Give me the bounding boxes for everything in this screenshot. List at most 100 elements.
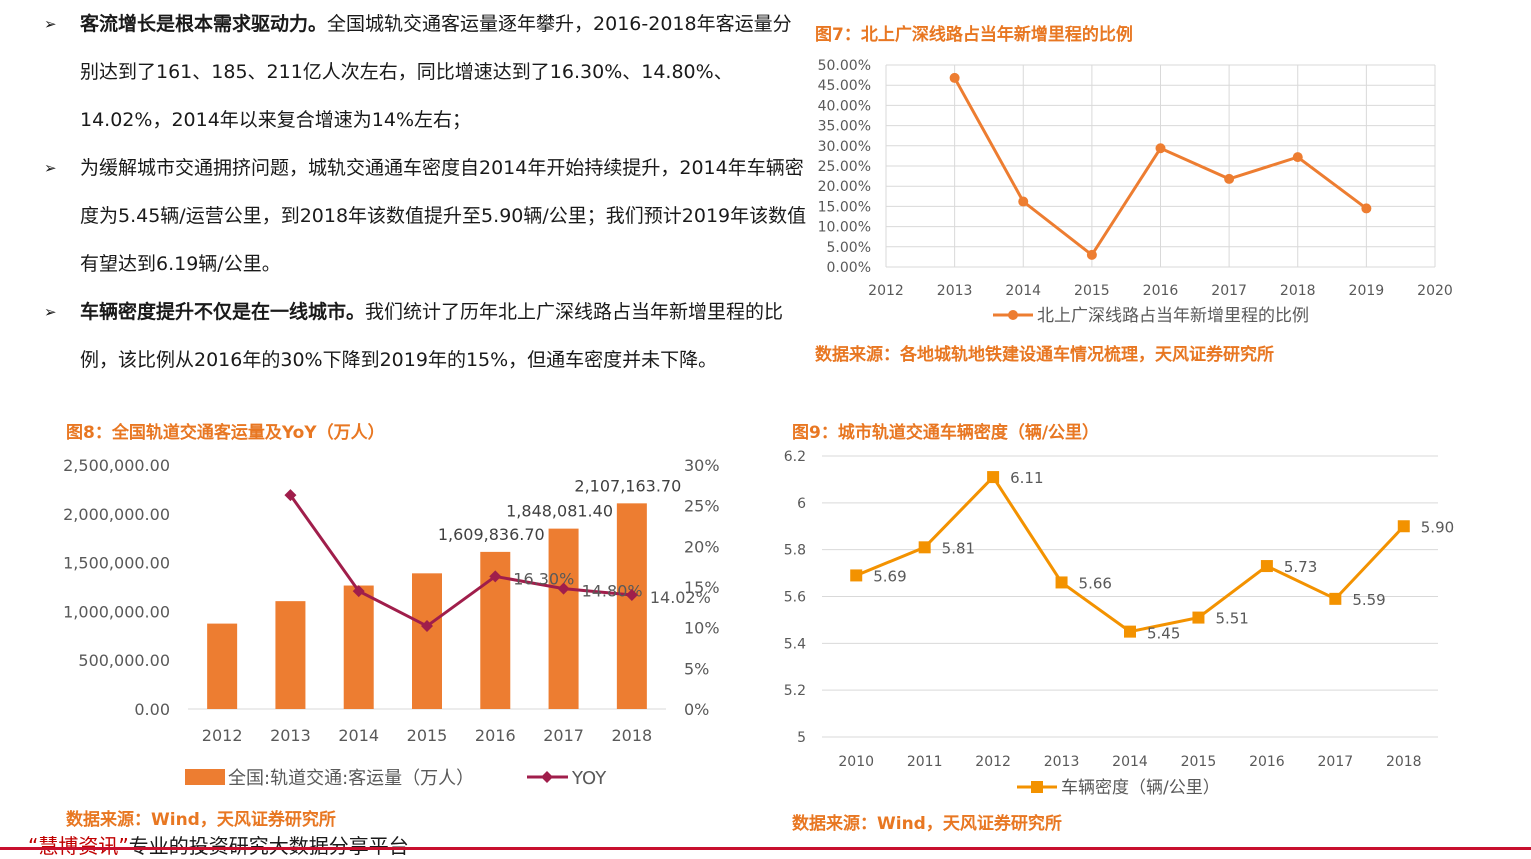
data-label: 5.73 — [1284, 558, 1317, 576]
y2-tick-label: 0% — [684, 700, 709, 719]
y-tick-label: 2,500,000.00 — [63, 456, 170, 475]
data-label: 5.66 — [1079, 574, 1112, 592]
footer-brand: “慧博资讯” — [28, 834, 129, 858]
bullet-item-1: ➢ 客流增长是根本需求驱动力。全国城轨交通客运量逐年攀升，2016-2018年客… — [40, 0, 810, 144]
y-tick-label: 5.6 — [784, 590, 806, 606]
y-tick-label: 0.00 — [134, 700, 170, 719]
y-tick-label: 5.4 — [784, 636, 806, 652]
x-tick-label: 2020 — [1417, 283, 1453, 299]
footer-text: 专业的投资研究大数据分享平台 — [128, 834, 409, 858]
yoy-data-label: 16.30% — [513, 569, 574, 588]
legend-label: YOY — [571, 768, 607, 789]
x-tick-label: 2015 — [1074, 283, 1110, 299]
y-tick-label: 15.00% — [818, 199, 871, 215]
data-label: 5.90 — [1421, 518, 1454, 536]
bullet-arrow-icon: ➢ — [44, 15, 57, 33]
x-tick-label: 2013 — [270, 726, 311, 745]
x-tick-label: 2011 — [907, 754, 943, 770]
y-tick-label: 25.00% — [818, 159, 871, 175]
fig9-caption: 图9：城市轨道交通车辆密度（辆/公里） — [792, 423, 1100, 443]
x-tick-label: 2013 — [1044, 754, 1080, 770]
data-point — [1192, 611, 1205, 624]
x-tick-label: 2015 — [1181, 754, 1217, 770]
data-label: 6.11 — [1010, 469, 1043, 487]
bullet-bold: 客流增长是根本需求驱动力。 — [80, 13, 328, 35]
data-label: 5.45 — [1147, 625, 1180, 643]
series-line — [855, 474, 1405, 634]
x-tick-label: 2018 — [611, 726, 652, 745]
y-tick-label: 5.8 — [784, 543, 806, 559]
y-tick-label: 5.2 — [784, 683, 806, 699]
data-point — [1361, 203, 1372, 214]
y2-tick-label: 5% — [684, 659, 709, 678]
bar-data-label: 2,107,163.70 — [574, 476, 681, 495]
data-point — [1329, 592, 1342, 605]
y-tick-label: 45.00% — [818, 78, 871, 94]
y-tick-label: 0.00% — [827, 260, 871, 276]
y-tick-label: 10.00% — [818, 220, 871, 236]
data-point — [1055, 576, 1068, 589]
fig8-caption: 图8：全国轨道交通客运量及YoY（万人） — [66, 423, 385, 443]
bar — [616, 503, 647, 709]
y-tick-label: 500,000.00 — [78, 651, 170, 670]
yoy-data-label: 14.02% — [650, 588, 711, 607]
fig7-caption: 图7：北上广深线路占当年新增里程的比例 — [815, 25, 1133, 45]
yoy-marker — [489, 570, 502, 583]
y2-tick-label: 15% — [684, 578, 720, 597]
x-tick-label: 2019 — [1349, 283, 1385, 299]
y-tick-label: 2,000,000.00 — [63, 505, 170, 524]
legend-label: 北上广深线路占当年新增里程的比例 — [1037, 306, 1309, 326]
x-tick-label: 2013 — [937, 283, 973, 299]
fig8-source: 数据来源：Wind，天风证券研究所 — [66, 810, 336, 830]
bar-data-label: 1,609,836.70 — [438, 525, 545, 544]
bullet-arrow-icon: ➢ — [44, 159, 57, 177]
x-tick-label: 2018 — [1280, 283, 1316, 299]
bar — [548, 528, 579, 709]
yoy-marker — [625, 588, 638, 601]
bar — [275, 601, 306, 709]
x-tick-label: 2012 — [975, 754, 1011, 770]
legend-marker — [1008, 310, 1018, 320]
yoy-marker — [557, 582, 570, 595]
bullet-list: ➢ 客流增长是根本需求驱动力。全国城轨交通客运量逐年攀升，2016-2018年客… — [40, 0, 810, 384]
data-point — [918, 541, 931, 554]
data-point — [1086, 249, 1097, 260]
data-label: 5.81 — [942, 539, 975, 557]
bullet-text: 为缓解城市交通拥挤问题，城轨交通通车密度自2014年开始持续提升，2014年车辆… — [80, 157, 807, 275]
yoy-marker — [352, 585, 365, 598]
x-tick-label: 2014 — [1112, 754, 1148, 770]
yoy-line — [289, 494, 632, 628]
data-point — [987, 471, 1000, 484]
bullet-text: 全国城轨交通客运量逐年攀升，2016-2018年客运量分别达到了161、185、… — [80, 13, 792, 131]
y-tick-label: 6.2 — [784, 449, 806, 465]
y2-tick-label: 20% — [684, 537, 720, 556]
data-point — [1260, 560, 1273, 573]
x-tick-label: 2012 — [868, 283, 904, 299]
x-tick-label: 2014 — [338, 726, 379, 745]
data-point — [1018, 196, 1029, 207]
bullet-item-2: ➢ 为缓解城市交通拥挤问题，城轨交通通车密度自2014年开始持续提升，2014年… — [40, 144, 810, 288]
bar — [343, 585, 374, 709]
x-tick-label: 2010 — [838, 754, 874, 770]
footer-divider — [0, 847, 1531, 850]
x-tick-label: 2017 — [1318, 754, 1354, 770]
data-point — [1124, 625, 1136, 638]
bullet-text: 我们统计了历年北上广深线路占当年新增里程的比例，该比例从2016年的30%下降到… — [80, 301, 784, 371]
y2-tick-label: 10% — [684, 619, 720, 638]
fig7-source: 数据来源：各地城轨地铁建设通车情况梳理，天风证券研究所 — [815, 345, 1274, 365]
y2-tick-label: 25% — [684, 497, 720, 516]
data-point — [1397, 520, 1410, 533]
y2-tick-label: 30% — [684, 456, 720, 475]
x-tick-label: 2017 — [543, 726, 584, 745]
x-tick-label: 2016 — [475, 726, 516, 745]
y-tick-label: 5.00% — [827, 240, 871, 256]
y-tick-label: 50.00% — [818, 58, 871, 74]
y-tick-label: 40.00% — [818, 98, 871, 114]
data-point — [850, 569, 863, 582]
yoy-marker — [284, 489, 297, 502]
y-tick-label: 20.00% — [818, 179, 871, 195]
legend-label: 全国:轨道交通:客运量（万人） — [228, 768, 474, 789]
